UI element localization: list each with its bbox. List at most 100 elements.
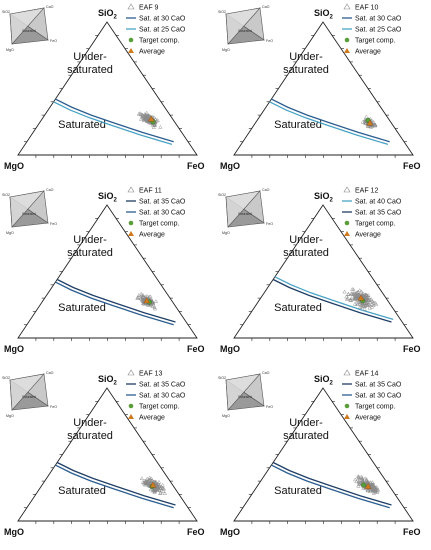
legend-label: Sat. at 30 CaO [139,210,186,217]
inset-tetrahedron: SiO2 CaO MgO FeO Saturated [218,5,273,52]
inset-vertex-label: FeO [266,405,273,409]
inset-region-label: Saturated [238,29,252,33]
saturation-line [55,281,174,326]
data-point [353,477,358,482]
legend: EAF 13 Sat. at 35 CaO Sat. at 30 CaO Target… [126,369,186,422]
data-point [348,297,353,302]
data-point [138,296,144,301]
data-point [158,490,163,495]
saturation-line [53,101,173,146]
legend-marker-data [343,186,351,193]
data-point [345,295,350,300]
data-point [148,487,153,492]
data-point [375,488,380,493]
legend-label: Target comp. [355,404,396,411]
vertex-label-mgo: MgO [220,344,240,354]
vertex-label-subscript: 2 [330,15,334,21]
legend-label: Sat. at 30 CaO [355,393,402,400]
data-point [372,122,377,126]
legend-label: Sat. at 35 CaO [139,199,186,206]
legend-label: EAF 13 [139,371,162,378]
legend-label: Average [355,415,381,422]
region-label-saturated: Saturated [58,119,106,131]
data-point [363,294,368,298]
region-label-line: saturated [67,64,113,76]
legend-label: EAF 11 [139,188,162,195]
region-label-line: saturated [283,247,329,259]
inset-region-label: Saturated [238,395,252,399]
vertex-label-mgo: MgO [4,161,24,171]
vertex-label-sio2: SiO2 [98,8,118,21]
region-label-undersaturated: Under-saturated [283,417,329,442]
legend-marker-target [344,37,350,43]
saturation-line [55,98,174,143]
data-point [370,488,375,492]
legend-label: Average [139,415,165,422]
ternary-plot: SiO2 CaO MgO FeO Saturated SiO2 MgO FeO Under-sa… [218,186,421,354]
vertex-label-subscript: 2 [114,198,118,204]
legend-marker-data [127,186,135,193]
data-point [370,480,375,484]
data-point [369,482,374,487]
legend-label: Sat. at 25 CaO [139,27,186,34]
legend-label: EAF 10 [355,5,378,12]
data-point [346,292,351,296]
data-point [373,300,378,305]
region-label-line: Under- [289,234,323,246]
vertex-label-feo: FeO [403,161,421,171]
data-point [141,480,147,485]
ternary-panel: SiO2 CaO MgO FeO Saturated SiO2 MgO FeO Under-sa… [0,366,215,549]
data-point [365,479,370,484]
inset-vertex-label: CaO [262,188,270,192]
inset-vertex-label: CaO [46,371,54,375]
legend-marker-data [127,3,135,10]
average-marker [357,294,365,301]
legend-label: EAF 14 [355,371,378,378]
data-point [356,483,361,488]
data-point [138,111,143,115]
vertex-label-sio2: SiO2 [98,374,118,387]
region-label-undersaturated: Under-saturated [283,51,329,76]
inset-vertex-label: FeO [266,222,273,226]
ternary-panel: SiO2 CaO MgO FeO Saturated SiO2 MgO FeO Under-sa… [0,0,215,183]
data-point [354,293,359,298]
vertex-label-sio2: SiO2 [314,191,334,204]
legend: EAF 11 Sat. at 35 CaO Sat. at 30 CaO Target… [126,186,186,239]
inset-vertex-label: SiO2 [218,10,226,14]
vertex-label-subscript: 2 [330,198,334,204]
vertex-label-mgo: MgO [220,161,240,171]
data-point [369,297,374,301]
legend: EAF 14 Sat. at 35 CaO Sat. at 30 CaO Target… [342,369,402,422]
data-point [156,482,161,486]
legend-marker-data [343,369,351,376]
saturation-line [272,278,392,323]
data-point [366,293,371,297]
data-point [156,486,161,491]
inset-region-label: Saturated [238,212,252,216]
legend-marker-target [128,37,134,43]
data-point [357,288,362,292]
data-point [362,476,368,481]
data-point [148,477,153,482]
region-label-line: Under- [289,417,323,429]
inset-face [9,373,45,411]
region-label-line: Under- [73,234,107,246]
ternary-plot: SiO2 CaO MgO FeO Saturated SiO2 MgO FeO Under-sa… [2,369,205,537]
inset-vertex-label: MgO [222,414,230,418]
inset-vertex-label: SiO2 [2,193,10,197]
data-point [145,115,150,120]
region-label-saturated: Saturated [274,119,322,131]
data-point [351,287,356,292]
data-point [139,476,144,480]
data-point [136,294,141,299]
inset-face [9,190,45,228]
legend-label: Sat. at 35 CaO [355,382,402,389]
legend-label: Sat. at 25 CaO [355,27,402,34]
data-point [363,303,368,308]
legend-marker-data [343,3,351,10]
data-point [158,124,163,129]
data-point [144,112,149,117]
data-point [352,291,358,296]
vertex-label-sio2: SiO2 [314,374,334,387]
legend: EAF 9 Sat. at 30 CaO Sat. at 25 CaO Target … [126,3,186,56]
